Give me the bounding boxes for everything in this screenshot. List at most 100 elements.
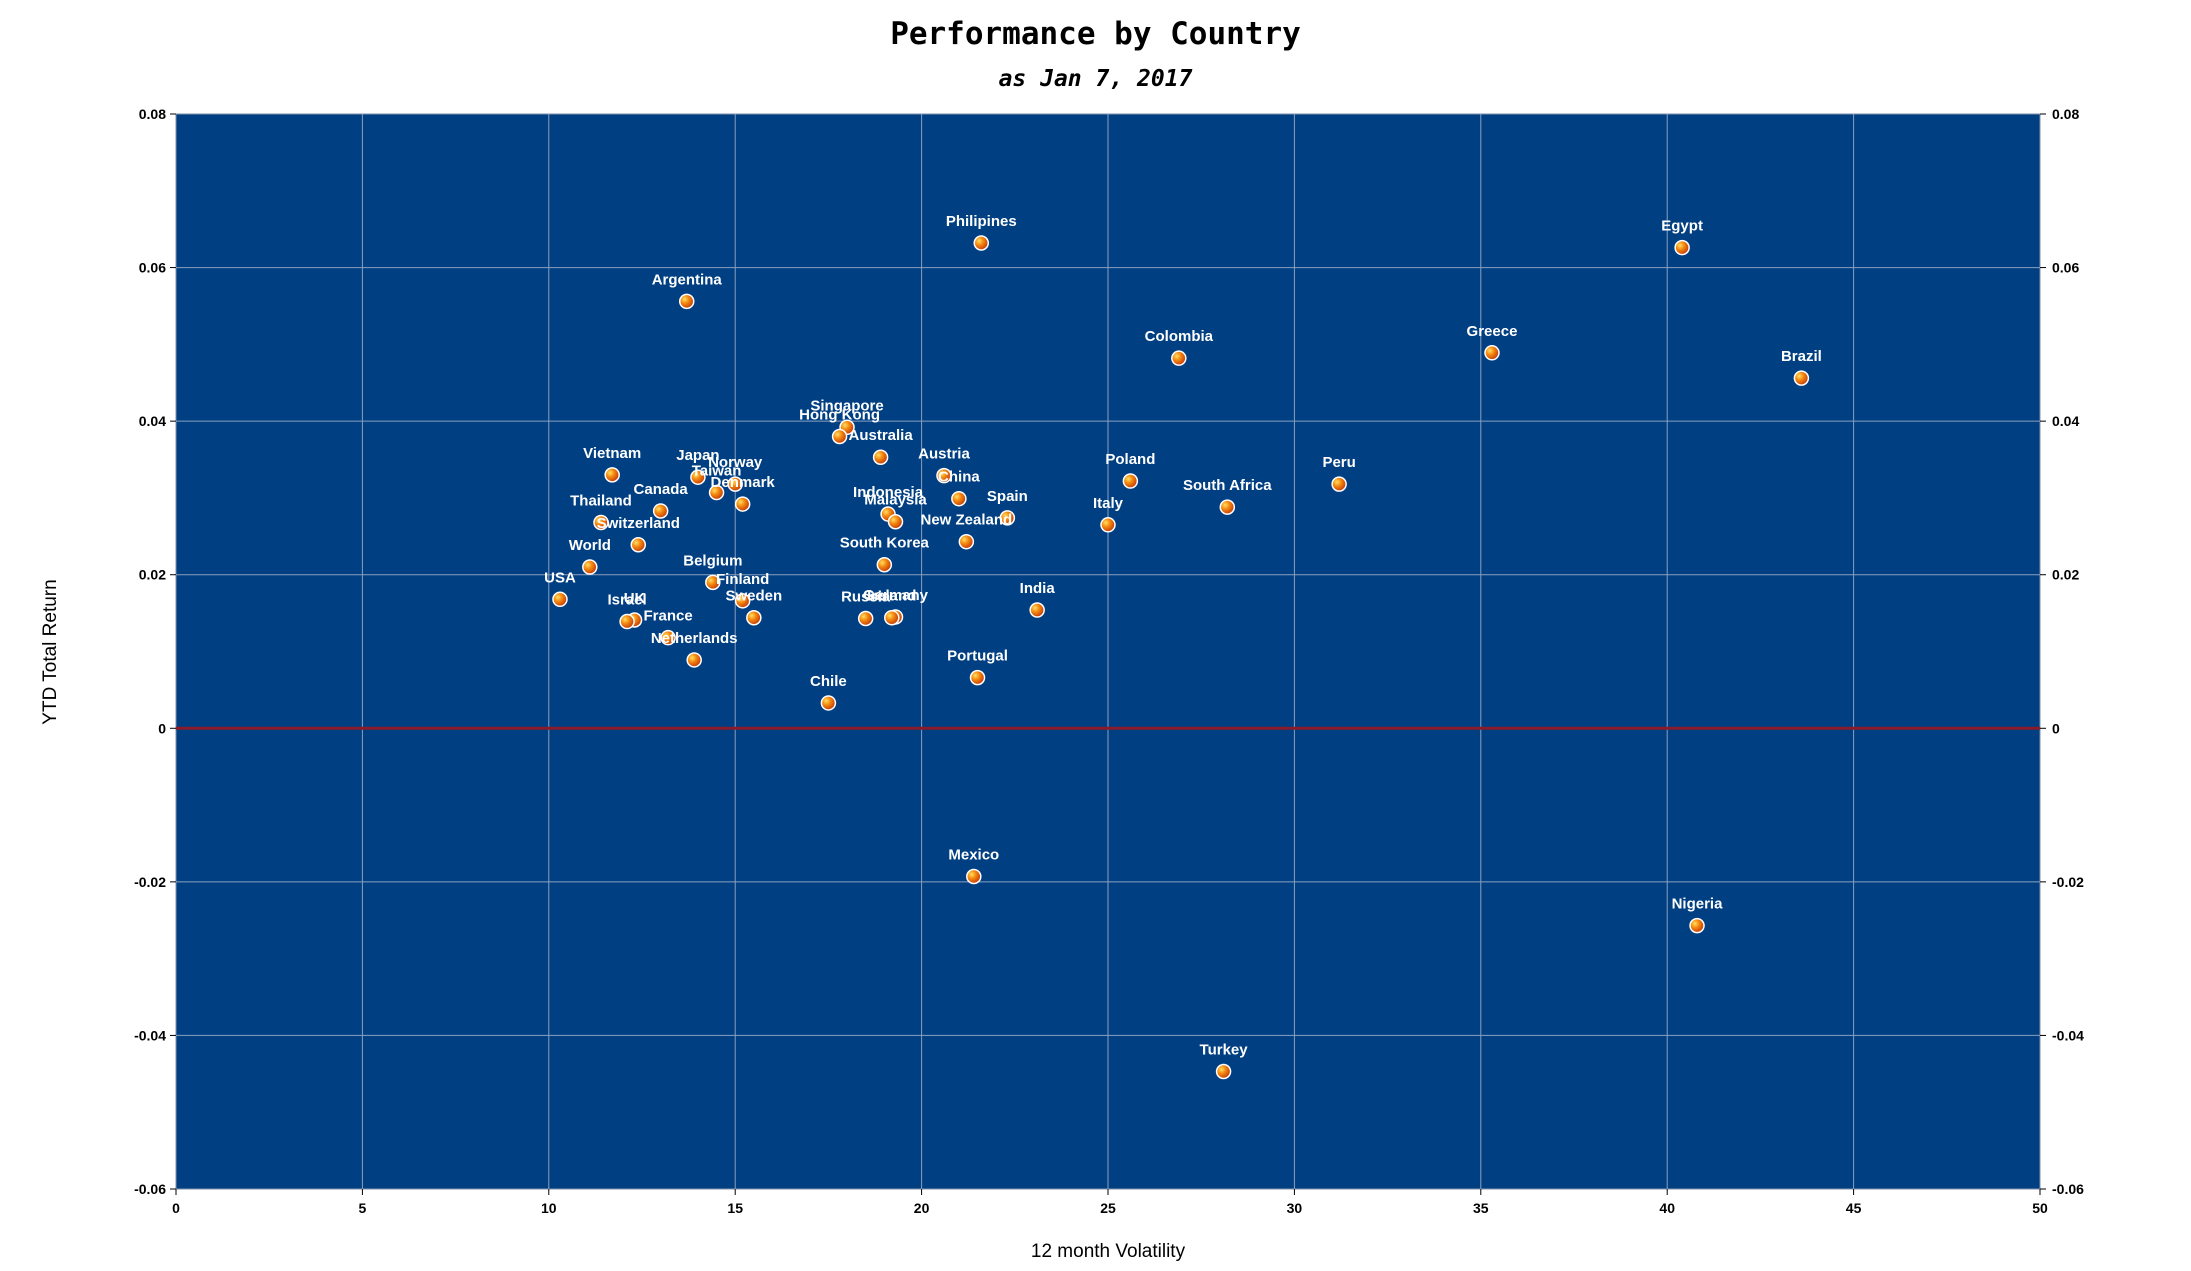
data-point-label: Egypt — [1661, 218, 1703, 235]
data-point-label: World — [569, 537, 611, 554]
data-point — [727, 476, 743, 492]
data-point — [887, 513, 904, 530]
x-tick-label: 30 — [1287, 1200, 1303, 1216]
y-tick-label-right: 0.06 — [2052, 260, 2079, 276]
data-point — [686, 652, 702, 668]
data-points: Philipines Egypt Argentina Colombia Greece Br… — [544, 213, 1822, 1080]
data-point-label: France — [643, 608, 692, 625]
data-point — [734, 593, 751, 609]
data-point — [746, 609, 762, 626]
x-tick-label: 15 — [727, 1200, 743, 1216]
data-point-label: Thailand — [570, 493, 632, 510]
x-tick-label: 50 — [2032, 1200, 2048, 1216]
x-tick-label: 0 — [172, 1200, 180, 1216]
data-point-label: Australia — [848, 427, 913, 444]
data-point — [1484, 345, 1500, 361]
data-point — [690, 469, 706, 485]
y-tick-label-right: -0.06 — [2052, 1181, 2084, 1197]
data-point — [1219, 499, 1236, 515]
data-point-label: China — [938, 469, 980, 486]
chart-title: Performance by Country — [890, 16, 1301, 52]
data-point-label: South Africa — [1183, 477, 1272, 494]
data-point — [630, 537, 647, 553]
data-point — [958, 533, 975, 550]
data-point-label: Taiwan — [692, 463, 742, 480]
data-point — [1100, 517, 1116, 533]
data-point-label: Peru — [1322, 454, 1355, 471]
data-point — [660, 629, 676, 646]
data-point-label: Turkey — [1200, 1042, 1249, 1059]
data-point — [969, 669, 986, 686]
data-point-label: USA — [544, 569, 576, 586]
x-tick-label: 25 — [1100, 1200, 1116, 1216]
data-point — [705, 574, 721, 591]
data-point — [1122, 473, 1139, 489]
data-point-label: Vietnam — [583, 445, 641, 462]
data-point — [652, 503, 669, 519]
data-point — [1331, 476, 1347, 492]
data-point-label: Hong Kong — [799, 407, 880, 424]
data-point-label: Germany — [863, 587, 929, 604]
data-point — [884, 609, 900, 626]
data-point — [619, 613, 635, 630]
data-point-label: Chile — [810, 673, 847, 690]
data-point-label: Netherlands — [651, 630, 738, 647]
y-tick-label-left: 0.06 — [139, 260, 166, 276]
x-tick-label: 20 — [914, 1200, 930, 1216]
x-tick-label: 10 — [541, 1200, 557, 1216]
y-tick-label-left: -0.02 — [134, 874, 166, 890]
data-point-label: Malaysia — [864, 492, 927, 509]
data-point — [552, 591, 568, 608]
data-point — [1793, 370, 1810, 386]
data-point-label: Spain — [987, 488, 1028, 505]
y-tick-label-right: 0.02 — [2052, 567, 2079, 583]
data-point — [708, 484, 725, 501]
data-point-label: Finland — [716, 571, 769, 588]
data-point-label: Switzerland — [597, 515, 680, 532]
data-point-label: Greece — [1467, 323, 1518, 340]
data-point-label: Norway — [708, 454, 763, 471]
data-point-label: Nigeria — [1672, 896, 1724, 913]
data-point — [973, 235, 989, 251]
data-point — [831, 428, 848, 445]
x-tick-label: 45 — [1846, 1200, 1862, 1216]
data-point — [1674, 239, 1690, 256]
data-point-label: Poland — [1105, 451, 1155, 468]
y-tick-label-right: -0.02 — [2052, 874, 2084, 890]
data-point-label: Denmark — [711, 474, 776, 491]
data-point — [876, 556, 893, 573]
data-point-label: Japan — [676, 447, 719, 464]
y-tick-label-left: -0.06 — [134, 1181, 166, 1197]
data-point-label: Portugal — [947, 648, 1008, 665]
data-point-label: Belgium — [683, 552, 742, 569]
y-axis-label: YTD Total Return — [40, 579, 61, 724]
data-point-label: Russia — [841, 588, 891, 605]
data-point-label: UK — [624, 590, 646, 607]
data-point — [593, 514, 609, 531]
chart-subtitle: as Jan 7, 2017 — [998, 66, 1193, 92]
y-tick-label-left: 0.04 — [139, 413, 166, 429]
data-point-label: Canada — [634, 481, 689, 498]
data-point-label: Singapore — [810, 397, 883, 414]
data-point — [1171, 350, 1187, 366]
y-tick-label-right: 0 — [2052, 720, 2060, 736]
data-point — [966, 868, 982, 885]
data-point — [872, 449, 889, 465]
data-point-label: Ireland — [867, 588, 916, 605]
data-point-label: Austria — [918, 446, 970, 463]
y-tick-label-left: 0.08 — [139, 106, 166, 122]
data-point — [678, 293, 695, 310]
data-point — [1215, 1063, 1232, 1080]
x-tick-label: 40 — [1659, 1200, 1675, 1216]
x-tick-label: 5 — [359, 1200, 367, 1216]
data-point-label: Brazil — [1781, 348, 1822, 365]
y-tick-label-right: 0.08 — [2052, 106, 2079, 122]
y-tick-label-left: 0 — [158, 720, 166, 736]
data-point-label: Italy — [1093, 495, 1124, 512]
data-point — [820, 695, 837, 711]
data-point-label: India — [1020, 580, 1056, 597]
y-tick-label-right: -0.04 — [2052, 1027, 2084, 1043]
data-point-label: Argentina — [652, 271, 723, 288]
data-point — [1029, 602, 1045, 618]
